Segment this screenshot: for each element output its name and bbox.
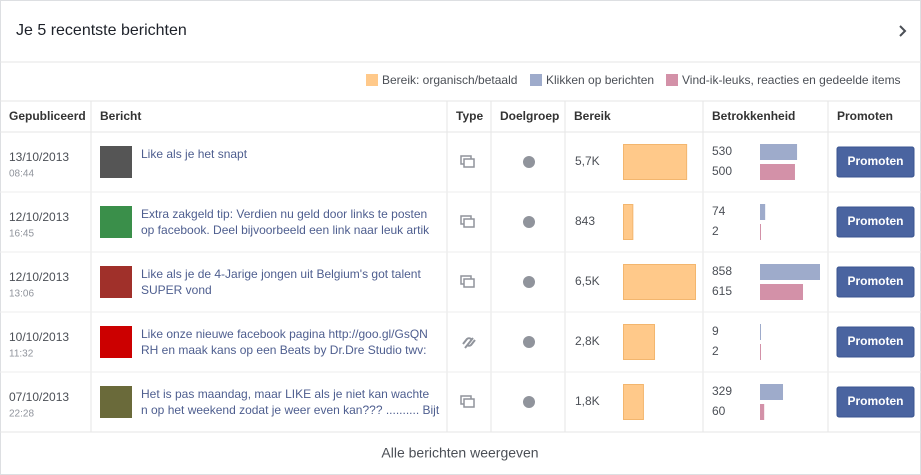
message[interactable]: op facebook. Deel bijvoorbeeld een link … [141,223,430,237]
audience-icon [523,276,535,288]
audience-icon [523,336,535,348]
reach-value: 1,8K [575,394,600,408]
promote-button[interactable] [836,206,915,238]
likes-bar [760,224,761,240]
audience-icon [523,156,535,168]
promote-button[interactable] [836,386,915,418]
message[interactable]: n op het weekend zodat je weer even kan?… [141,403,440,417]
likes-bar [760,404,765,420]
show-all-link[interactable]: Alle berichten weergeven [381,445,538,461]
likes-value: 500 [712,164,732,178]
clicks-bar [760,264,820,280]
clicks-value: 9 [712,324,719,338]
likes-value: 615 [712,284,732,298]
likes-bar [760,284,804,300]
reach-bar [623,144,688,180]
type-icon [463,278,475,288]
clicks-value: 329 [712,384,732,398]
legend-swatch [366,74,378,86]
column-header: Doelgroep [500,109,559,123]
thumbnail[interactable] [100,206,132,238]
promote-label[interactable]: Promoten [847,214,903,228]
promote-label[interactable]: Promoten [847,334,903,348]
message[interactable]: Like als je het snapt [141,147,248,161]
likes-value: 2 [712,344,719,358]
column-header: Bereik [574,109,611,123]
legend-label: Vind-ik-leuks, reacties en gedeelde item… [682,73,901,87]
time: 13:06 [9,289,34,300]
clicks-value: 858 [712,264,732,278]
type-icon [463,158,475,168]
date: 12/10/2013 [9,210,69,224]
message[interactable]: SUPER vond [141,283,212,297]
clicks-value: 74 [712,204,726,218]
reach-bar [623,384,644,420]
time: 22:28 [9,409,34,420]
likes-bar [760,344,761,360]
legend-label: Klikken op berichten [546,73,654,87]
reach-bar [623,264,696,300]
thumbnail[interactable] [100,146,132,178]
thumbnail[interactable] [100,266,132,298]
audience-icon [523,396,535,408]
promote-label[interactable]: Promoten [847,274,903,288]
message[interactable]: RH en maak kans op een Beats by Dr.Dre S… [141,343,426,357]
clicks-bar [760,144,798,160]
reach-value: 2,8K [575,334,600,348]
chevron[interactable] [899,25,907,37]
likes-value: 60 [712,404,726,418]
date: 10/10/2013 [9,330,69,344]
column-header: Gepubliceerd [9,109,86,123]
likes-value: 2 [712,224,719,238]
column-header: Promoten [837,109,893,123]
reach-bar [623,324,656,360]
reach-value: 6,5K [575,274,600,288]
thumbnail[interactable] [100,326,132,358]
promote-button[interactable] [836,146,915,178]
clicks-value: 530 [712,144,732,158]
date: 07/10/2013 [9,390,69,404]
legend-label: Bereik: organisch/betaald [382,73,517,87]
column-header: Type [456,109,483,123]
legend-swatch [666,74,678,86]
likes-bar [760,164,795,180]
message[interactable]: Extra zakgeld tip: Verdien nu geld door … [141,207,427,221]
reach-value: 843 [575,214,595,228]
time: 08:44 [9,169,34,180]
clicks-bar [760,384,784,400]
type-icon [463,398,475,408]
time: 11:32 [9,349,34,360]
type-icon [462,337,476,349]
reach-value: 5,7K [575,154,600,168]
column-header: Bericht [100,109,141,123]
promote-button[interactable] [836,326,915,358]
promote-label[interactable]: Promoten [847,394,903,408]
time: 16:45 [9,229,34,240]
clicks-bar [760,324,761,340]
date: 13/10/2013 [9,150,69,164]
message[interactable]: Like als je de 4-Jarige jongen uit Belgi… [141,267,421,281]
reach-bar [623,204,634,240]
message[interactable]: Like onze nieuwe facebook pagina http://… [141,327,428,341]
type-icon [463,218,475,228]
message[interactable]: Het is pas maandag, maar LIKE als je nie… [141,387,429,401]
thumbnail[interactable] [100,386,132,418]
promote-label[interactable]: Promoten [847,154,903,168]
promote-button[interactable] [836,266,915,298]
column-header: Betrokkenheid [712,109,795,123]
audience-icon [523,216,535,228]
date: 12/10/2013 [9,270,69,284]
legend-swatch [530,74,542,86]
panel-title: Je 5 recentste berichten [16,22,187,39]
clicks-bar [760,204,766,220]
